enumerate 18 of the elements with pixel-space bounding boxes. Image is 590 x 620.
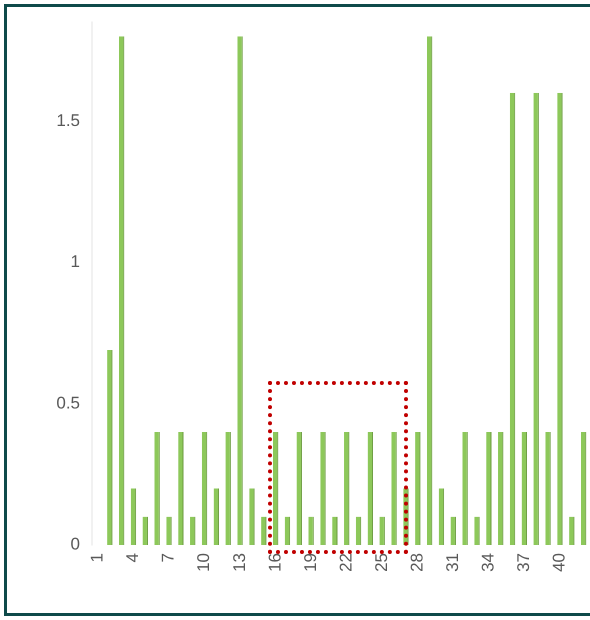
x-tick-label: 7	[158, 553, 178, 562]
x-tick-label: 1	[88, 553, 107, 562]
x-tick-label: 10	[194, 553, 214, 572]
x-tick-label: 4	[123, 553, 142, 562]
x-tick-label: 34	[478, 553, 498, 572]
x-tick-label: 16	[265, 553, 284, 572]
y-tick-label: 0	[70, 534, 80, 554]
x-tick-label: 25	[372, 553, 391, 572]
y-tick-label: 1	[70, 252, 80, 272]
x-tick-label: 13	[230, 553, 249, 572]
y-tick-label: 1.5	[56, 110, 80, 130]
x-tick-label: 37	[514, 553, 534, 572]
y-tick-label: 0.5	[56, 393, 80, 412]
x-tick-label: 19	[300, 553, 320, 572]
x-tick-label: 28	[407, 553, 426, 572]
x-tick-label: 22	[336, 553, 356, 572]
x-tick-label: 31	[442, 553, 462, 572]
x-tick-label: 40	[550, 553, 569, 572]
